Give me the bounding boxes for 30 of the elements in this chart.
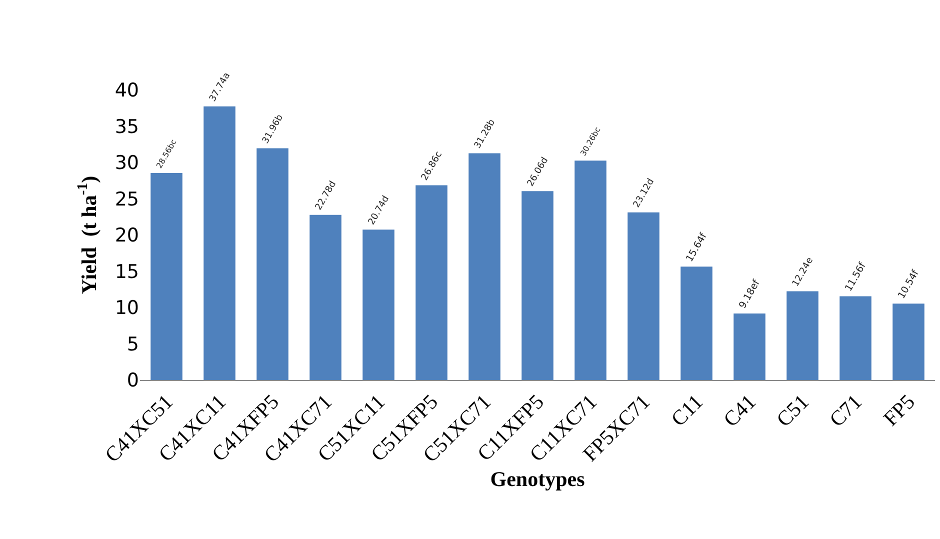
bar [416, 185, 448, 380]
bar [468, 153, 500, 380]
y-tick-label: 20 [114, 224, 139, 247]
y-tick-label: 15 [114, 260, 139, 283]
bar [522, 191, 554, 380]
bar [734, 313, 766, 380]
y-tick-label: 0 [126, 370, 139, 392]
y-tick-label: 10 [114, 297, 139, 320]
y-tick-label: 40 [114, 80, 139, 102]
x-tick-label: C41 [718, 390, 760, 432]
y-tick-label: 30 [114, 152, 139, 174]
y-tick-label: 5 [126, 333, 139, 356]
bar [150, 172, 182, 380]
bar [256, 148, 288, 380]
x-tick-label: C71 [824, 390, 866, 432]
y-tick-label: 35 [114, 116, 139, 138]
bar [628, 212, 660, 380]
x-tick-label: C11 [666, 390, 708, 431]
bar [680, 266, 712, 380]
bar [840, 296, 872, 380]
bar [310, 214, 342, 380]
x-tick-label: FP5 [878, 390, 920, 431]
x-tick-label: C51 [772, 390, 814, 432]
bar [204, 106, 236, 380]
bar [786, 291, 818, 380]
bar [362, 230, 394, 380]
y-tick-label: 25 [114, 188, 139, 210]
x-axis-title: Genotypes [490, 467, 585, 492]
bar [892, 304, 924, 380]
bar [574, 160, 606, 380]
